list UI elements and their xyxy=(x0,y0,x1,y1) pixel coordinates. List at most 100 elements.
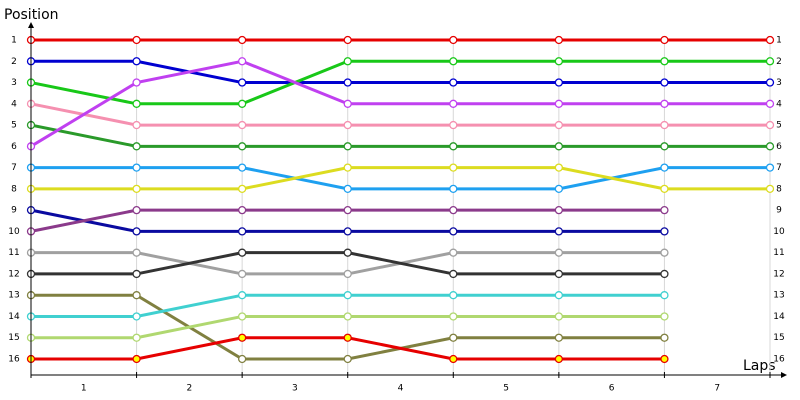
marker xyxy=(132,312,141,321)
marker xyxy=(449,227,458,236)
lap-label: 5 xyxy=(503,384,509,394)
marker xyxy=(554,269,564,279)
marker xyxy=(765,78,775,87)
marker xyxy=(132,35,141,45)
y-tick-label-right: 4 xyxy=(776,99,782,109)
marker xyxy=(554,312,564,321)
lap-label: 1 xyxy=(81,384,87,394)
marker xyxy=(449,35,458,45)
marker xyxy=(765,184,775,194)
marker xyxy=(660,163,669,172)
lap-label: 3 xyxy=(292,384,298,394)
y-tick-label-right: 16 xyxy=(773,355,785,365)
marker xyxy=(765,120,775,130)
marker xyxy=(554,163,564,172)
marker xyxy=(449,99,458,108)
marker xyxy=(237,35,247,45)
marker xyxy=(343,184,352,194)
marker xyxy=(237,142,247,151)
marker xyxy=(132,291,141,300)
y-tick-label-right: 8 xyxy=(776,184,782,194)
series-line xyxy=(30,102,770,127)
axes xyxy=(28,22,787,378)
y-tick-label: 4 xyxy=(11,99,17,109)
marker xyxy=(765,142,775,151)
marker xyxy=(132,184,141,194)
y-tick-label: 14 xyxy=(8,312,20,322)
marker xyxy=(554,184,564,194)
marker xyxy=(343,291,352,300)
marker xyxy=(132,227,141,236)
marker xyxy=(132,163,141,172)
marker xyxy=(343,354,352,364)
y-tick-label: 15 xyxy=(8,333,19,343)
marker xyxy=(343,205,352,215)
marker xyxy=(132,99,141,108)
marker xyxy=(449,184,458,194)
y-tick-label: 16 xyxy=(8,355,20,365)
marker xyxy=(132,142,141,151)
marker xyxy=(237,184,247,194)
marker xyxy=(237,99,247,108)
marker xyxy=(765,163,775,172)
marker xyxy=(660,35,669,45)
y-tick-label-right: 14 xyxy=(773,312,785,322)
marker xyxy=(449,163,458,172)
series-line xyxy=(31,166,770,191)
marker xyxy=(554,227,564,236)
series-line xyxy=(30,123,770,148)
marker xyxy=(660,120,669,130)
marker xyxy=(554,205,564,215)
marker xyxy=(343,227,352,236)
marker xyxy=(132,120,141,130)
marker xyxy=(449,312,458,321)
marker xyxy=(449,78,458,87)
y-tick-label: 5 xyxy=(11,121,17,131)
marker xyxy=(237,57,247,66)
marker xyxy=(449,142,458,151)
y-axis-arrow xyxy=(28,22,34,28)
marker xyxy=(554,99,564,108)
marker xyxy=(554,78,564,87)
marker xyxy=(237,205,247,215)
marker xyxy=(132,354,141,364)
marker xyxy=(132,205,141,215)
marker xyxy=(132,269,141,279)
marker xyxy=(343,99,352,108)
lap-label: 2 xyxy=(186,384,192,394)
marker xyxy=(449,333,458,342)
y-tick-label: 7 xyxy=(11,163,17,173)
marker xyxy=(765,57,775,66)
marker xyxy=(237,120,247,130)
marker xyxy=(449,354,458,364)
series-line xyxy=(31,59,770,85)
y-tick-label: 13 xyxy=(8,291,19,301)
x-axis-label: Laps xyxy=(743,358,776,374)
y-tick-label-right: 5 xyxy=(776,121,782,131)
y-tick-label-right: 7 xyxy=(776,163,782,173)
marker xyxy=(132,78,141,87)
y-tick-label-right: 10 xyxy=(773,227,785,237)
marker xyxy=(343,269,352,279)
marker xyxy=(343,57,352,66)
series-line xyxy=(30,59,770,148)
marker xyxy=(765,35,775,45)
x-axis-arrow xyxy=(781,372,787,378)
marker xyxy=(343,35,352,45)
lap-label: 4 xyxy=(398,384,404,394)
marker xyxy=(132,248,141,257)
marker xyxy=(554,142,564,151)
y-tick-label-right: 3 xyxy=(776,78,782,88)
y-tick-label: 9 xyxy=(11,206,17,216)
marker xyxy=(449,269,458,279)
marker xyxy=(449,291,458,300)
series-line xyxy=(30,59,770,106)
y-tick-label: 12 xyxy=(8,269,19,279)
marker xyxy=(343,333,352,342)
marker xyxy=(554,354,564,364)
y-tick-label: 3 xyxy=(11,78,17,88)
y-tick-label-right: 2 xyxy=(776,57,782,67)
marker xyxy=(765,99,775,108)
marker xyxy=(343,78,352,87)
